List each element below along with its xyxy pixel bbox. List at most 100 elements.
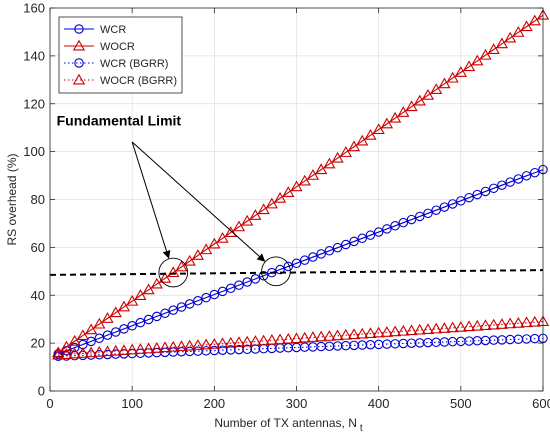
series-point [142,283,155,295]
series-point [488,183,499,194]
series-point [454,66,467,77]
series-point [152,311,162,322]
series-point [316,249,326,259]
series-point [199,338,213,350]
annotation-layer: Fundamental Limit [57,112,291,288]
series-point [282,186,295,197]
series-point [183,254,196,266]
series-point [234,280,244,290]
series-point [479,319,492,331]
series-point [397,106,410,117]
series-point [406,214,417,225]
series-point [249,335,262,346]
series-point [382,224,392,234]
series-point [232,336,246,348]
annotation-label: Fundamental Limit [57,112,182,128]
legend-marker [74,24,84,34]
series-point [191,249,205,260]
series-point [150,277,163,289]
series-point [101,345,114,357]
series-point [472,189,483,200]
series-point [176,302,187,312]
annotation-circle [261,256,291,287]
series-point [299,255,310,265]
series-point [315,330,328,342]
series-point [167,266,180,278]
series-point [242,277,252,287]
series-point [273,191,287,203]
series-point [341,239,351,250]
y-tick-label: 80 [31,192,45,207]
series-point [520,20,533,32]
series-point [257,203,270,215]
series-point [388,325,402,337]
series-point [160,308,170,319]
series-point [68,334,81,346]
limit-layer [49,269,544,276]
series-point [456,196,466,206]
series-point [413,94,426,106]
series-point [68,347,81,359]
series-point [446,71,459,83]
series-point [513,174,524,184]
series-point [134,343,147,354]
annotation-arrow [131,141,266,262]
series-point [397,324,410,336]
series-point [117,344,131,355]
y-axis-label: RS overhead (%) [5,153,19,245]
series-point [487,43,500,54]
series-point [487,318,500,330]
series-point [347,328,361,340]
series-point [380,117,394,129]
series-point [175,260,188,272]
series-point [398,217,409,228]
series-point [405,100,418,112]
series-point [201,292,211,303]
series-point [388,111,402,123]
series-point [265,197,278,209]
series-point [464,192,474,203]
legend-label: WCR [100,24,126,36]
series-point [126,343,139,355]
series-point [208,337,221,349]
series-point [282,332,295,344]
series-point [323,157,336,169]
series-point [431,205,441,215]
series-point [224,226,237,238]
series-point [158,341,172,353]
series-point [60,340,73,352]
y-tick-label: 0 [38,384,45,399]
series-point [349,236,359,247]
series-point [93,345,106,357]
legend-item: WCR (BGRR) [64,58,168,70]
series-point [135,317,146,328]
series-point [423,208,433,219]
series-point [102,330,113,340]
series-point [298,331,311,343]
series-point [117,300,131,312]
series-point [291,258,302,269]
legend-box [58,16,183,94]
series-point [405,324,418,336]
series-point [150,341,163,353]
series-point [298,174,311,186]
series-point [52,348,65,360]
series-point [290,332,303,344]
series-point [520,316,533,328]
series-point [175,340,188,352]
fundamental-limit-line [49,269,544,276]
series-point [471,319,484,331]
series-point [356,327,369,339]
series-layer [52,8,550,362]
series-point [331,151,344,163]
series-point [372,326,385,338]
series-point [127,321,137,331]
series-point [217,286,228,297]
series-point [480,186,491,197]
series-point [446,321,459,333]
series-point [528,14,541,26]
x-tick-label: 200 [203,396,225,411]
y-tick-label: 60 [31,240,45,255]
series-point [84,346,98,358]
